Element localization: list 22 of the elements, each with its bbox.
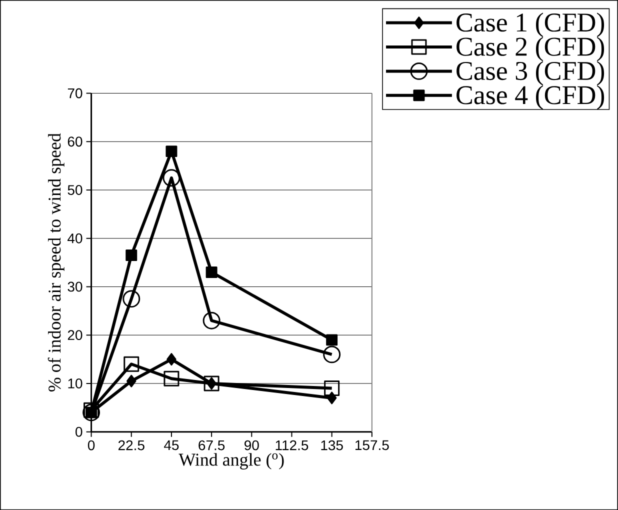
x-tick-label: 22.5: [118, 440, 144, 450]
x-axis-title: Wind angle ($^{o}$): [178, 453, 284, 470]
x-tick-label: 157.5: [355, 440, 389, 450]
x-tick-label: 0: [88, 440, 95, 450]
legend-label: Case 3 (CFD): [456, 61, 604, 86]
x-tick-label: 90: [244, 440, 259, 450]
x-tick-label: 67.5: [198, 440, 225, 450]
y-tick-label: 10: [68, 378, 82, 388]
legend-label: Case 4 (CFD): [456, 85, 604, 110]
legend-label: Case 2 (CFD): [456, 36, 604, 62]
y-tick-label: 30: [68, 282, 82, 292]
y-tick-label: 70: [68, 88, 82, 98]
y-tick-label: 40: [68, 233, 82, 244]
y-tick-label: 60: [68, 136, 82, 147]
y-tick-label: 0: [76, 426, 82, 437]
y-axis-title: % of indoor air speed to wind speed: [48, 133, 64, 392]
legend-label: Case 1 (CFD): [456, 12, 604, 38]
x-tick-label: 45: [164, 440, 179, 450]
y-tick-label: 20: [68, 330, 82, 340]
x-tick-label: 112.5: [276, 440, 308, 450]
y-tick-label: 50: [68, 184, 82, 195]
x-tick-label: 135: [321, 440, 343, 450]
